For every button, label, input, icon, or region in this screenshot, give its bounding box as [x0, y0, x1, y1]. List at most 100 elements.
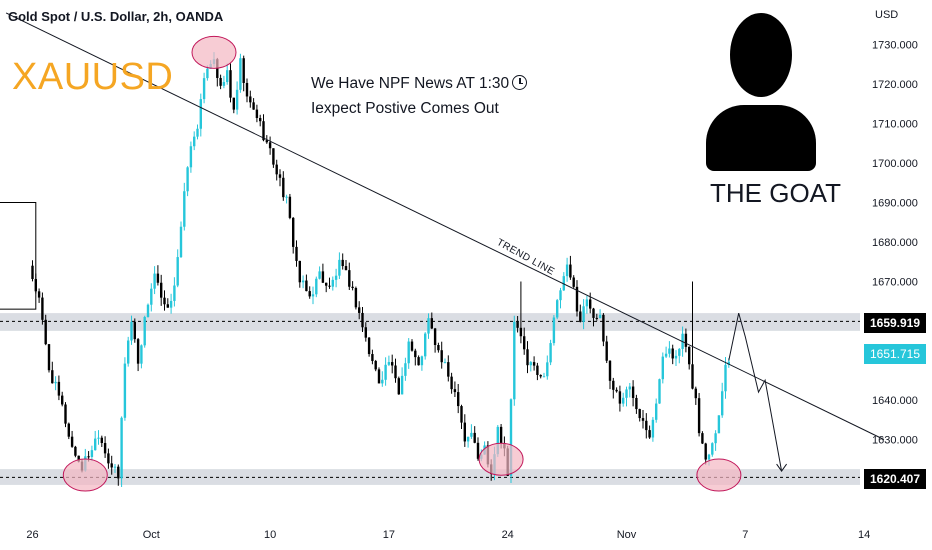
y-tick-label: 1680.000 — [872, 237, 918, 249]
candle — [127, 337, 129, 367]
support-price-tag: 1620.407 — [864, 469, 926, 489]
candle — [233, 98, 235, 114]
candle-body — [68, 424, 70, 437]
candle — [236, 81, 238, 114]
candle — [444, 359, 446, 364]
candle-body — [388, 362, 390, 365]
candle-body — [437, 345, 439, 350]
candle — [721, 383, 723, 418]
candle-body — [345, 266, 347, 270]
y-tick-label: 1690.000 — [872, 198, 918, 210]
candle-body — [48, 344, 50, 370]
candle-body — [579, 311, 581, 321]
candle-body — [573, 277, 575, 286]
candle — [137, 338, 139, 371]
highlight-circle — [697, 459, 741, 491]
candle — [348, 263, 350, 290]
candle — [322, 264, 324, 283]
candle-body — [180, 227, 182, 257]
candle-body — [698, 398, 700, 433]
resistance-price-tag: 1659.919 — [864, 313, 926, 333]
candle — [173, 277, 175, 306]
candle-body — [424, 334, 426, 357]
candle — [177, 249, 179, 287]
candle-body — [635, 398, 637, 409]
candle — [401, 367, 403, 394]
candle-body — [114, 467, 116, 468]
candle-body — [582, 306, 584, 322]
candle-body — [256, 110, 258, 118]
candle — [259, 115, 261, 127]
candle-body — [229, 70, 231, 98]
candle-body — [441, 350, 443, 362]
candle-body — [672, 349, 674, 359]
candle-body — [54, 382, 56, 383]
candle — [447, 355, 449, 381]
candle-body — [533, 362, 535, 366]
candle — [543, 373, 545, 377]
candle-body — [51, 370, 53, 383]
candle-body — [71, 437, 73, 447]
candle — [285, 195, 287, 204]
candle — [549, 340, 551, 365]
candle-body — [276, 165, 278, 175]
candle — [74, 446, 76, 457]
candle — [157, 265, 159, 285]
candle-body — [322, 271, 324, 282]
candle — [180, 222, 182, 258]
candle-body — [312, 294, 314, 296]
candle-body — [358, 307, 360, 313]
candle — [71, 431, 73, 448]
candle-body — [249, 96, 251, 102]
candle — [219, 75, 221, 90]
candle — [536, 363, 538, 380]
candle-body — [559, 290, 561, 300]
candle — [378, 367, 380, 383]
x-tick-label: Oct — [143, 529, 160, 541]
candle — [530, 361, 532, 371]
candle-body — [721, 391, 723, 415]
candle-body — [708, 455, 710, 460]
candle-body — [134, 322, 136, 339]
candle-body — [592, 309, 594, 318]
candle-body — [450, 377, 452, 390]
candle — [454, 381, 456, 397]
candle-body — [289, 197, 291, 218]
candle-body — [615, 390, 617, 391]
candle-body — [421, 356, 423, 365]
candle-body — [292, 218, 294, 247]
candle-body — [117, 467, 119, 479]
candle-body — [622, 398, 624, 404]
candle — [147, 304, 149, 318]
candle — [226, 64, 228, 85]
candle — [302, 275, 304, 288]
candle — [533, 356, 535, 370]
candle — [437, 343, 439, 353]
candle-body — [45, 320, 47, 344]
candle — [695, 387, 697, 405]
candle — [642, 410, 644, 428]
candle — [408, 338, 410, 369]
candle — [229, 64, 231, 103]
candle — [305, 275, 307, 292]
candle-body — [150, 289, 152, 305]
candle — [553, 315, 555, 345]
candle — [394, 359, 396, 383]
candle-body — [190, 146, 192, 167]
candle — [35, 273, 37, 293]
candle-body — [351, 287, 353, 288]
candle — [107, 449, 109, 469]
candle-body — [546, 362, 548, 376]
candle — [345, 260, 347, 270]
candle-body — [602, 315, 604, 342]
candle — [569, 256, 571, 280]
candle — [421, 356, 423, 371]
candle-body — [549, 343, 551, 362]
x-axis: 26 Oct 10 17 24 Nov 7 14 — [26, 529, 870, 541]
candle-body — [632, 387, 634, 398]
candle-body — [454, 389, 456, 392]
candle — [698, 393, 700, 436]
candle-body — [295, 247, 297, 261]
candle-body — [124, 364, 126, 418]
candle-body — [35, 279, 37, 291]
